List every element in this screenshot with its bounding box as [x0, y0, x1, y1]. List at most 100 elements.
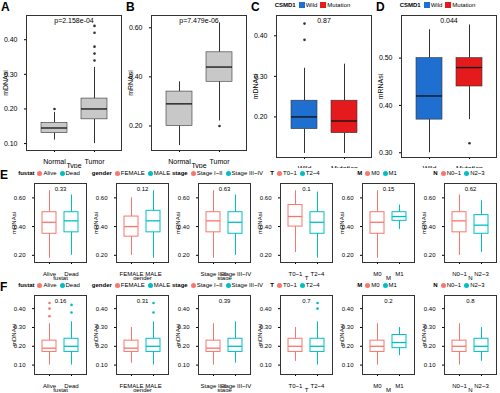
svg-text:mRNAsi: mRNAsi: [257, 212, 263, 234]
svg-text:Type: Type: [66, 162, 81, 169]
svg-text:fustat: fustat: [53, 387, 68, 393]
svg-text:M: M: [386, 387, 391, 393]
svg-text:T: T: [305, 387, 309, 393]
svg-text:N: N: [468, 387, 472, 393]
svg-text:Type: Type: [191, 162, 206, 169]
svg-text:fustat: fustat: [53, 275, 68, 281]
svg-text:0.10: 0.10: [178, 362, 190, 368]
svg-text:0.10: 0.10: [424, 362, 436, 368]
svg-text:0.20: 0.20: [424, 252, 436, 258]
svg-text:mRNAsi: mRNAsi: [175, 212, 181, 234]
svg-text:0.20: 0.20: [178, 252, 190, 258]
svg-text:0.20: 0.20: [129, 122, 143, 129]
svg-text:0.16: 0.16: [55, 298, 67, 304]
svg-text:0.39: 0.39: [219, 298, 231, 304]
svg-text:M: M: [386, 275, 391, 281]
svg-text:0.2: 0.2: [384, 298, 393, 304]
svg-text:p=2.158e-04: p=2.158e-04: [54, 17, 94, 25]
svg-text:0.40: 0.40: [14, 306, 26, 312]
svg-text:0.60: 0.60: [260, 195, 272, 201]
svg-text:0.044: 0.044: [440, 17, 458, 24]
svg-text:M0: M0: [373, 383, 382, 389]
svg-text:N2~3: N2~3: [474, 383, 489, 389]
svg-text:0.20: 0.20: [4, 105, 18, 112]
svg-text:M0: M0: [373, 271, 382, 277]
svg-text:stage: stage: [217, 275, 232, 281]
svg-text:gender: gender: [133, 387, 152, 393]
svg-text:T2~4: T2~4: [311, 383, 326, 389]
svg-text:0.33: 0.33: [55, 186, 67, 192]
svg-text:0.12: 0.12: [137, 186, 149, 192]
svg-text:T: T: [305, 275, 309, 281]
svg-text:0.20: 0.20: [342, 252, 354, 258]
svg-text:T0~1: T0~1: [289, 271, 304, 277]
svg-text:0.1: 0.1: [302, 186, 311, 192]
svg-text:0.10: 0.10: [4, 140, 18, 147]
svg-text:mDNAsi: mDNAsi: [339, 324, 345, 346]
svg-text:mDNAsi: mDNAsi: [421, 324, 427, 346]
svg-text:Wild: Wild: [298, 165, 312, 168]
svg-text:mRNAsi: mRNAsi: [93, 212, 99, 234]
svg-text:0.20: 0.20: [96, 252, 108, 258]
svg-text:Mutation: Mutation: [456, 165, 483, 168]
svg-text:0.20: 0.20: [254, 113, 268, 120]
svg-text:Wild: Wild: [423, 165, 437, 168]
svg-text:N: N: [468, 275, 472, 281]
svg-text:0.50: 0.50: [379, 54, 393, 61]
svg-text:N2~3: N2~3: [474, 271, 489, 277]
svg-text:0.40: 0.40: [4, 36, 18, 43]
svg-text:T0~1: T0~1: [289, 383, 304, 389]
svg-text:mDNAsi: mDNAsi: [257, 324, 263, 346]
svg-text:N0~1: N0~1: [452, 271, 467, 277]
svg-text:mRNAsi: mRNAsi: [421, 212, 427, 234]
svg-text:mDNAsi: mDNAsi: [93, 324, 99, 346]
svg-text:0.30: 0.30: [379, 149, 393, 156]
svg-text:0.40: 0.40: [379, 102, 393, 109]
svg-text:Tumor: Tumor: [85, 158, 106, 165]
svg-text:Mutation: Mutation: [331, 165, 358, 168]
svg-text:0.20: 0.20: [260, 252, 272, 258]
svg-text:Tumor: Tumor: [210, 158, 231, 165]
svg-text:stage: stage: [217, 387, 232, 393]
svg-text:0.7: 0.7: [302, 298, 311, 304]
svg-text:0.15: 0.15: [383, 186, 395, 192]
svg-text:mRNAsi: mRNAsi: [377, 73, 384, 99]
svg-text:T2~4: T2~4: [311, 271, 326, 277]
svg-text:0.20: 0.20: [14, 252, 26, 258]
svg-text:0.8: 0.8: [466, 298, 475, 304]
svg-text:0.60: 0.60: [96, 195, 108, 201]
svg-text:0.10: 0.10: [96, 362, 108, 368]
svg-text:0.60: 0.60: [424, 195, 436, 201]
svg-text:Normal: Normal: [168, 158, 191, 165]
svg-text:0.40: 0.40: [342, 306, 354, 312]
svg-text:0.40: 0.40: [424, 306, 436, 312]
svg-text:p=7.479e-06: p=7.479e-06: [179, 17, 219, 25]
svg-text:0.31: 0.31: [137, 298, 149, 304]
svg-text:Normal: Normal: [43, 158, 66, 165]
svg-text:0.63: 0.63: [219, 186, 231, 192]
svg-text:0.40: 0.40: [96, 306, 108, 312]
svg-text:0.87: 0.87: [317, 17, 331, 24]
svg-text:M1: M1: [395, 271, 404, 277]
svg-text:N0~1: N0~1: [452, 383, 467, 389]
svg-text:mRNAsi: mRNAsi: [339, 212, 345, 234]
svg-text:mDNAsi: mDNAsi: [175, 324, 181, 346]
svg-text:mRNAsi: mRNAsi: [127, 70, 134, 96]
svg-text:mDNAsi: mDNAsi: [252, 73, 259, 99]
svg-text:0.60: 0.60: [129, 24, 143, 31]
svg-text:0.60: 0.60: [342, 195, 354, 201]
svg-text:0.10: 0.10: [260, 362, 272, 368]
svg-text:M1: M1: [395, 383, 404, 389]
svg-text:mDNAsi: mDNAsi: [2, 70, 9, 96]
svg-text:mDNAsi: mDNAsi: [11, 324, 17, 346]
svg-text:0.40: 0.40: [178, 306, 190, 312]
svg-text:gender: gender: [133, 275, 152, 281]
svg-text:0.62: 0.62: [465, 186, 477, 192]
svg-text:0.60: 0.60: [178, 195, 190, 201]
svg-text:0.40: 0.40: [260, 306, 272, 312]
svg-text:0.10: 0.10: [14, 362, 26, 368]
svg-text:0.10: 0.10: [342, 362, 354, 368]
svg-text:mRNAsi: mRNAsi: [11, 212, 17, 234]
svg-text:0.40: 0.40: [254, 32, 268, 39]
svg-text:0.60: 0.60: [14, 195, 26, 201]
